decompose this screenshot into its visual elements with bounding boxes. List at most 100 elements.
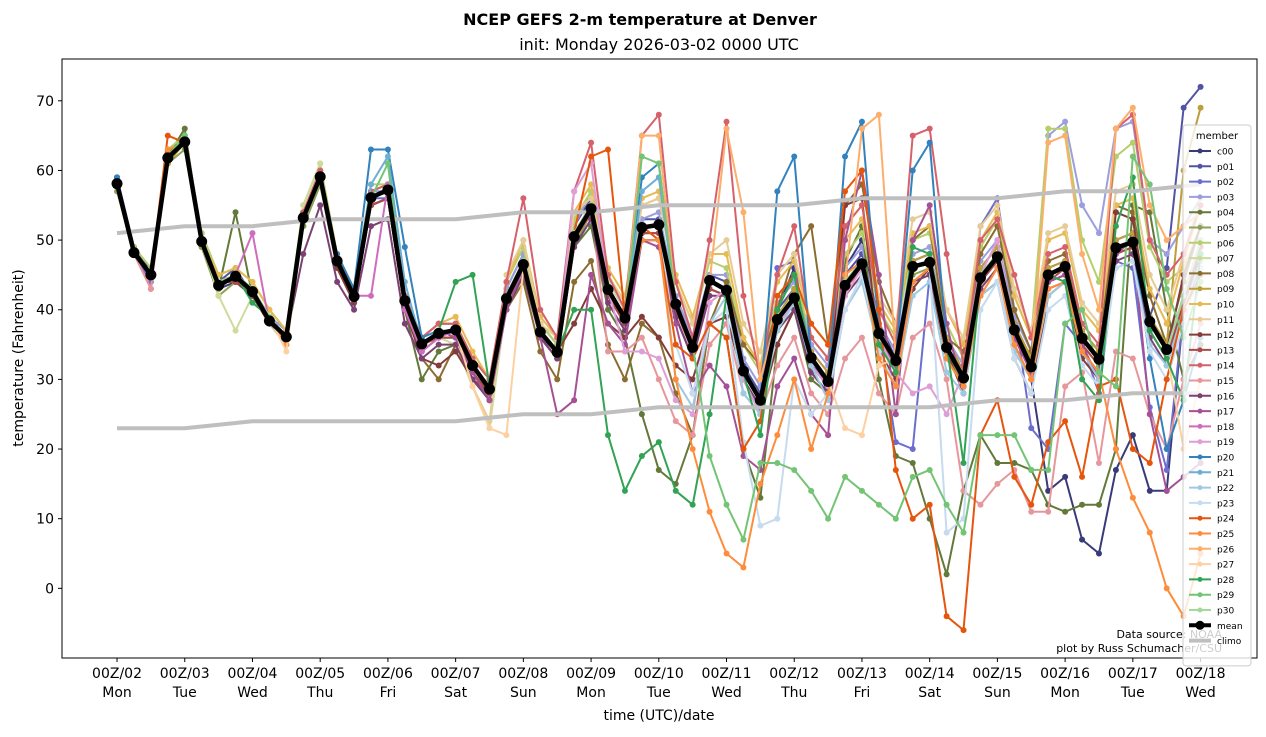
member-marker [994,202,1001,209]
mean-marker [382,184,394,196]
member-marker [1011,355,1018,362]
legend-marker [1197,378,1203,383]
member-marker [435,362,442,369]
member-marker [926,202,933,209]
member-marker [672,376,679,383]
member-marker [774,362,781,369]
member-marker [1146,411,1153,418]
member-marker [926,125,933,132]
legend-label: p26 [1217,545,1234,555]
member-marker [960,390,967,397]
member-marker [249,230,256,237]
member-marker [638,320,645,327]
member-marker [960,459,967,466]
member-marker [655,160,662,167]
member-marker [334,278,341,285]
member-marker [605,146,612,153]
member-marker [1028,466,1035,473]
member-marker [1129,104,1136,111]
legend-marker [1197,163,1203,169]
member-marker [943,529,950,536]
member-marker [926,320,933,327]
annotation: plot by Russ Schumacher/CSU [1056,642,1222,655]
member-marker [1163,237,1170,244]
member-marker [520,237,527,244]
member-marker [1079,376,1086,383]
legend-marker [1197,286,1203,292]
mean-marker [196,235,208,247]
member-marker [774,515,781,522]
member-marker [1112,446,1119,453]
legend-label: p02 [1217,178,1234,188]
member-marker [892,369,899,376]
legend-label: p21 [1217,469,1234,479]
legend-label: p11 [1217,316,1234,326]
legend-marker [1197,347,1203,353]
x-axis-label: time (UTC)/date [603,708,714,724]
member-marker [774,306,781,313]
member-marker [249,278,256,285]
member-marker [977,432,984,439]
legend-marker [1197,500,1203,506]
member-marker [723,118,730,125]
member-marker [1163,251,1170,258]
member-marker [1163,264,1170,271]
member-marker [960,341,967,348]
x-tick-day: Sun [510,685,537,701]
member-marker [418,348,425,355]
y-tick-label: 50 [36,233,54,249]
member-marker [384,160,391,167]
member-marker [1112,466,1119,473]
member-marker [672,487,679,494]
plot-frame [61,58,1258,659]
member-marker [875,376,882,383]
mean-marker [822,375,834,387]
member-marker [943,501,950,508]
member-marker [588,195,595,202]
mean-marker [246,286,258,298]
member-marker [689,432,696,439]
member-marker [689,376,696,383]
member-marker [1095,369,1102,376]
member-marker [689,411,696,418]
member-marker [605,299,612,306]
x-tick-day: Tue [172,685,197,701]
mean-marker [890,355,902,367]
member-marker [808,411,815,418]
y-tick-label: 60 [36,163,54,179]
member-marker [825,341,832,348]
member-marker [892,515,899,522]
member-marker [858,202,865,209]
member-marker [164,146,171,153]
legend-marker [1197,408,1203,414]
member-marker [706,320,713,327]
mean-marker [433,327,445,339]
legend-label: p14 [1217,362,1234,372]
member-marker [1062,473,1069,480]
member-marker [1028,376,1035,383]
member-marker [571,278,578,285]
legend-label: p12 [1217,331,1234,341]
member-marker [638,411,645,418]
member-marker [808,487,815,494]
member-marker [858,334,865,341]
member-marker [909,473,916,480]
legend-marker [1197,255,1203,261]
member-marker [1095,550,1102,557]
mean-marker [416,338,428,350]
mean-marker [670,298,682,310]
member-marker [672,320,679,327]
member-marker [1045,125,1052,132]
x-tick-label: 00Z/13 [837,666,887,682]
member-marker [909,244,916,251]
member-marker [1095,230,1102,237]
member-marker [655,132,662,139]
member-marker [605,348,612,355]
member-marker [1163,355,1170,362]
legend-marker [1197,316,1203,322]
member-marker [1163,585,1170,592]
member-marker [469,271,476,278]
member-marker [960,383,967,390]
member-marker [926,466,933,473]
member-marker [909,446,916,453]
